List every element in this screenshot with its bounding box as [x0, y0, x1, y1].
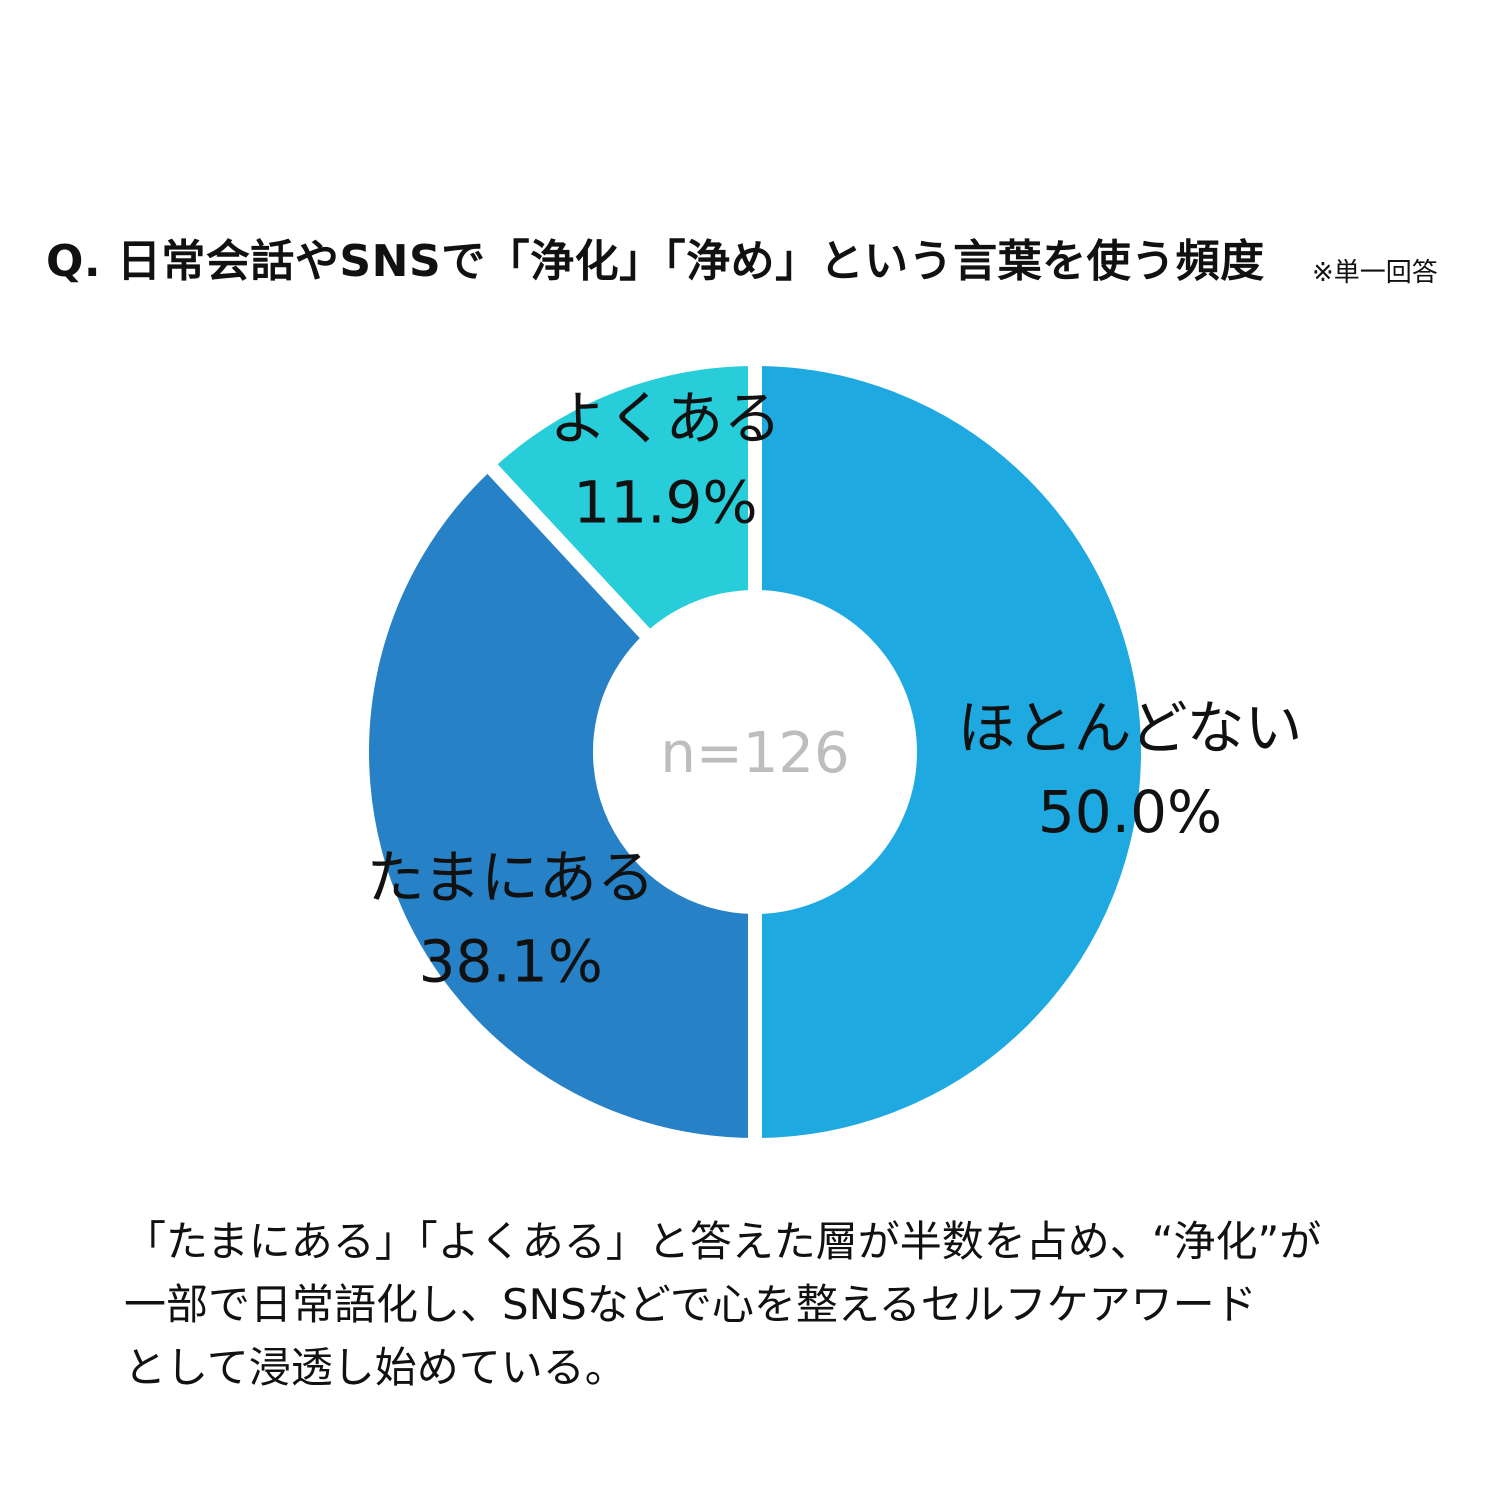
donut-slice-2: [355, 453, 762, 1153]
caption: 「たまにある」「よくある」と答えた層が半数を占め、“浄化”が 一部で日常語化し、…: [124, 1210, 1384, 1399]
slice-value-2: 38.1%: [419, 928, 603, 996]
donut-slice-1: [748, 351, 1155, 1153]
caption-line-3: として浸透し始めている。: [124, 1343, 627, 1392]
caption-line-2: 一部で日常語化し、SNSなどで心を整えるセルフケアワード: [124, 1280, 1257, 1329]
chart-title: Q. 日常会話やSNSで「浄化」「浄め」という言葉を使う頻度: [46, 236, 1265, 287]
slice-value-3: 11.9%: [573, 469, 757, 537]
sample-size-label: n=126: [660, 721, 849, 786]
slice-value-1: 50.0%: [1038, 778, 1222, 846]
answer-type-note: ※単一回答: [1312, 258, 1438, 288]
slice-label-3: よくある: [549, 385, 781, 453]
donut-slice-3: [477, 351, 762, 649]
slice-label-2: たまにある: [367, 844, 655, 912]
caption-line-1: 「たまにある」「よくある」と答えた層が半数を占め、“浄化”が: [124, 1217, 1322, 1266]
slice-label-1: ほとんどない: [957, 694, 1302, 762]
